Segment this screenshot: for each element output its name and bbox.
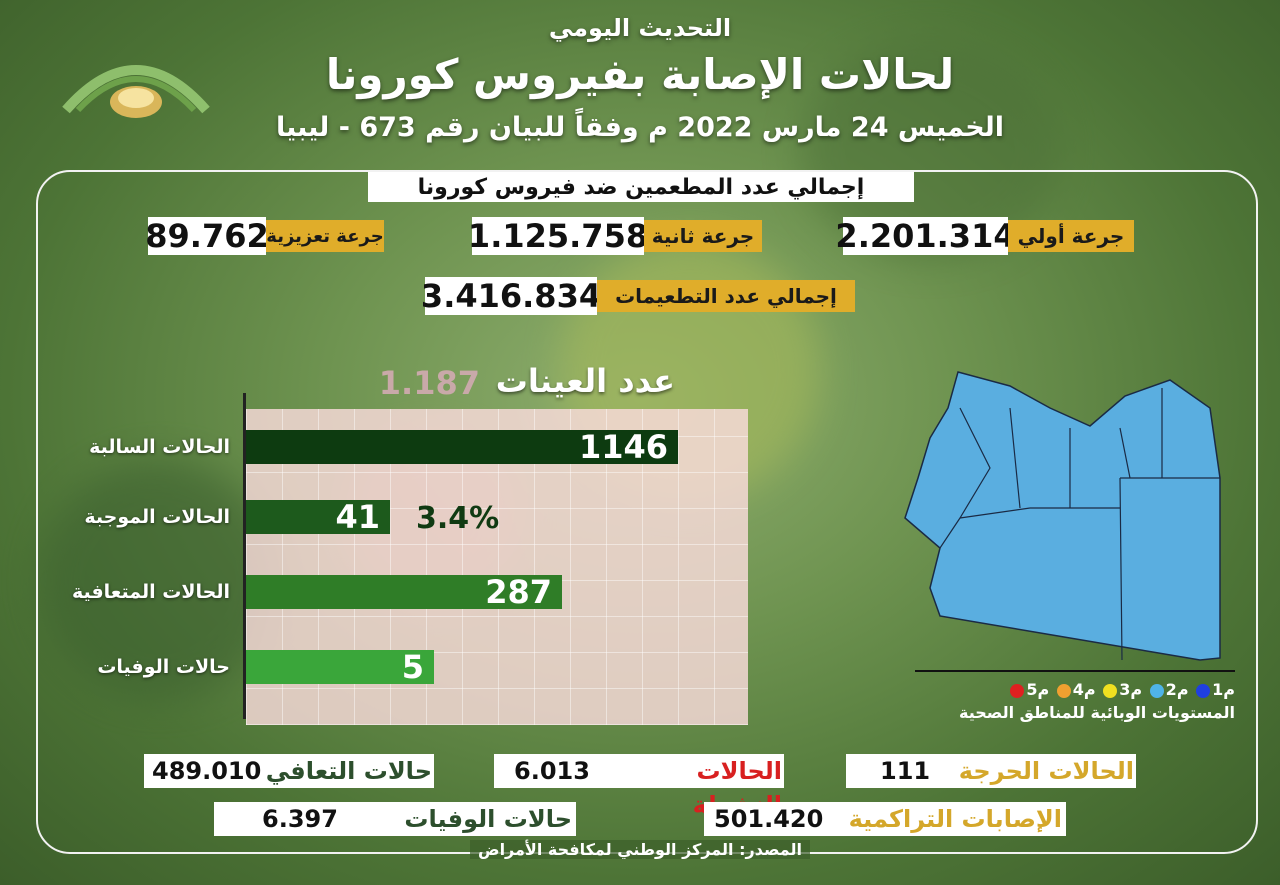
bar-value-label: 1146 (578, 428, 668, 466)
legend-item-1: م1 (1194, 680, 1235, 699)
legend-dot-icon (1056, 683, 1071, 698)
bar-category-label: الحالات المتعافية (71, 581, 230, 603)
deaths-label: حالات الوفيات (404, 805, 572, 833)
deaths-value: 6.397 (214, 802, 576, 836)
second-dose-value: 1.125.758 (467, 217, 649, 255)
bar-value-label: 41 (335, 498, 380, 536)
legend-label: م5 (1026, 680, 1050, 699)
legend-dot-icon (1149, 683, 1164, 698)
legend-label: م1 (1212, 680, 1235, 699)
chart-axis (243, 393, 246, 719)
total-vaccinations-value: 3.416.834 (420, 277, 602, 315)
legend-item-4: م4 (1055, 680, 1096, 699)
cumulative-value: 501.420 (704, 802, 1066, 836)
first-dose-label: جرعة أولي (1008, 220, 1134, 252)
bar-category-label: الحالات الموجبة (84, 506, 230, 528)
bar-category-label: الحالات السالبة (89, 436, 230, 458)
legend-item-5: م5 (1008, 680, 1049, 699)
first-dose-value: 2.201.314 (835, 217, 1016, 255)
legend-label: م3 (1119, 680, 1143, 699)
bar: 1146 (246, 428, 678, 466)
map-legend: م1 م2 م3 م4 م5 المستويات الوبائية للمناط… (915, 670, 1235, 722)
active-value: 6.013 (494, 754, 784, 788)
booster-value: 89.762 (145, 217, 269, 255)
bar-chart: الحالات السالبة 1146 الحالات الموجبة 41 الحا… (40, 385, 760, 725)
legend-label: م4 (1072, 680, 1096, 699)
header-title: لحالات الإصابة بفيروس كورونا (325, 50, 955, 99)
second-dose-label: جرعة ثانية (644, 220, 762, 252)
footer-source: المصدر: المركز الوطني لمكافحة الأمراض (460, 840, 820, 859)
legend-label: م2 (1165, 680, 1189, 699)
libya-map (904, 371, 1221, 661)
legend-item-3: م3 (1101, 680, 1142, 699)
logo-emblem (62, 65, 210, 118)
bar-value-label: 5 (401, 648, 424, 686)
active-label: الحالات النشطة (693, 757, 782, 819)
footer-source-text: المصدر: المركز الوطني لمكافحة الأمراض (470, 840, 810, 859)
bar-category-label: حالات الوفيات (97, 656, 230, 678)
bar: 5 (246, 648, 434, 686)
legend-item-2: م2 (1148, 680, 1189, 699)
legend-dot-icon (1196, 683, 1211, 698)
cumulative-label: الإصابات التراكمية (848, 805, 1062, 833)
critical-label: الحالات الحرجة (958, 757, 1134, 785)
recovered-label: حالات التعافي (265, 757, 432, 785)
booster-label: جرعة تعزيزية (266, 220, 384, 252)
vaccination-title: إجمالي عدد المطعمين ضد فيروس كورونا (368, 172, 914, 202)
positive-percentage: 3.4% (416, 501, 500, 536)
samples-value: 1.187 (378, 364, 480, 402)
bar: 41 (246, 498, 390, 536)
legend-dot-icon (1103, 683, 1118, 698)
bar: 287 (246, 573, 562, 611)
samples-label: عدد العينات (495, 362, 675, 400)
recovered-value: 489.010 (144, 754, 434, 788)
header-subtitle: التحديث اليومي (548, 14, 732, 42)
header-date: الخميس 24 مارس 2022 م وفقاً للبيان رقم 6… (275, 112, 1005, 143)
bg-blob (40, 460, 280, 700)
legend-dot-icon (1010, 683, 1025, 698)
total-vaccinations-label: إجمالي عدد التطعيمات (597, 280, 855, 312)
bar-value-label: 287 (485, 573, 552, 611)
map-caption: المستويات الوبائية للمناطق الصحية (959, 703, 1235, 722)
critical-value: 111 (846, 754, 1136, 788)
